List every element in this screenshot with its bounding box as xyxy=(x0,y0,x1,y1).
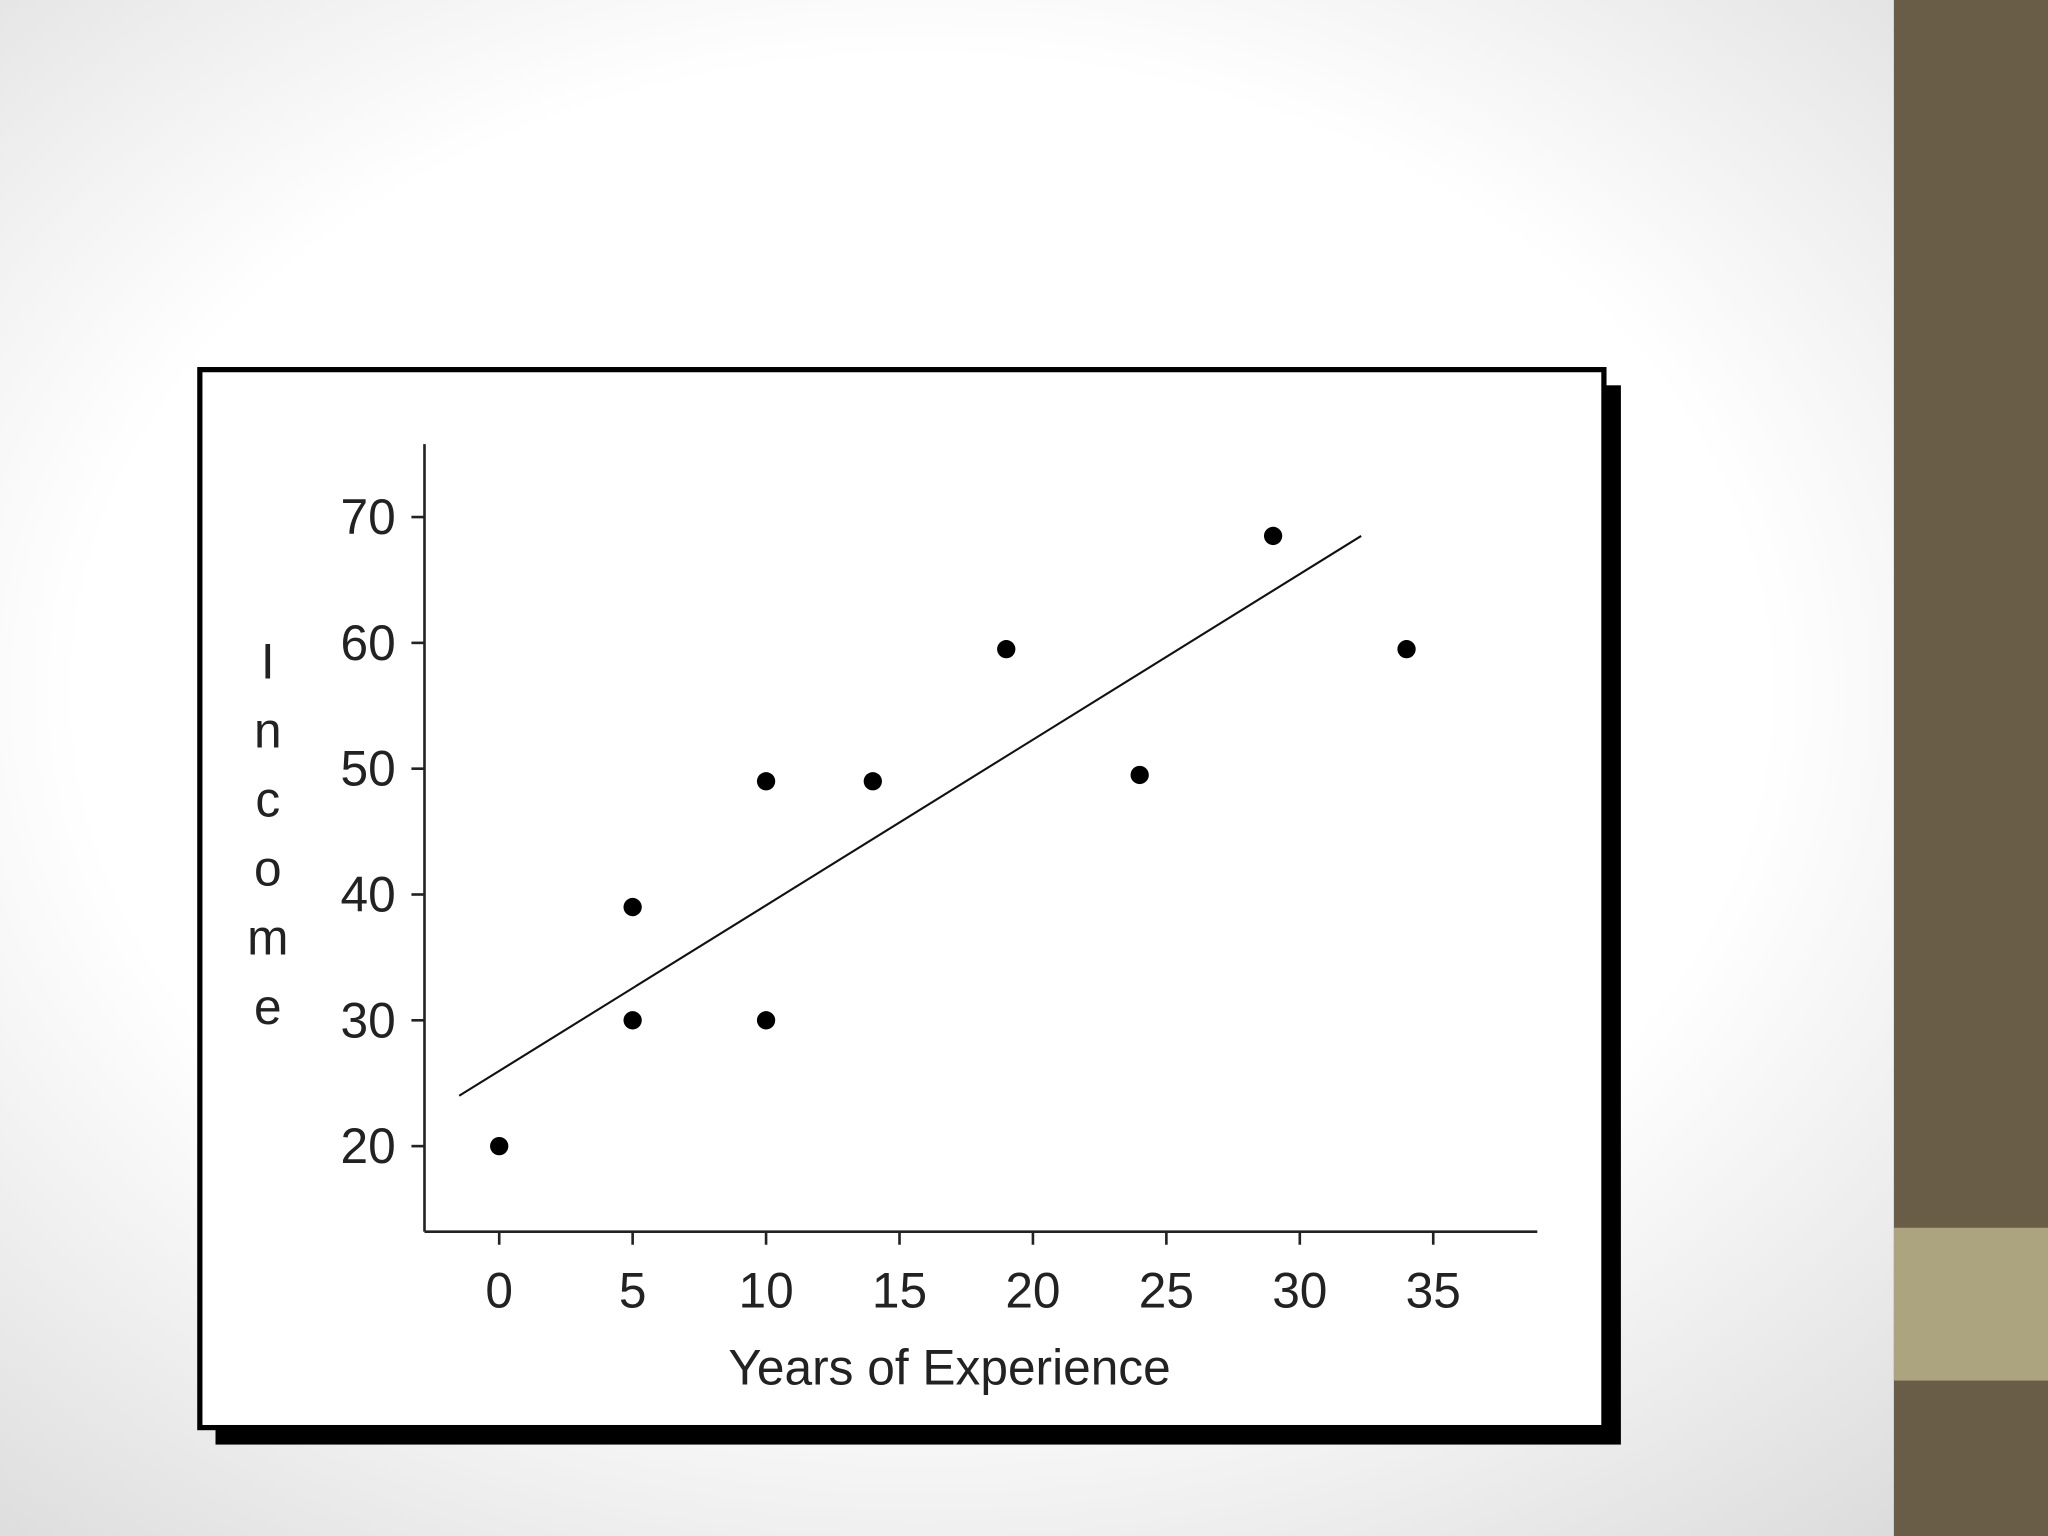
chart-frame xyxy=(197,367,1607,1431)
x-tick-label: 15 xyxy=(872,1262,927,1318)
data-point xyxy=(997,640,1016,659)
chart: Years of Experience Income 20 30 40 50 60 70 0… xyxy=(240,444,1538,1395)
y-tick-label: 60 xyxy=(341,615,396,671)
data-point xyxy=(1130,765,1149,785)
data-point xyxy=(863,772,882,791)
y-tick-label: 30 xyxy=(341,992,396,1048)
x-tick-label: 35 xyxy=(1406,1262,1461,1318)
x-axis-label: Years of Experience xyxy=(728,1339,1170,1395)
y-tick-label: 50 xyxy=(341,741,396,797)
data-point xyxy=(623,1011,642,1030)
data-point xyxy=(1263,526,1283,546)
y-tick-label: 40 xyxy=(341,866,396,922)
trend-line xyxy=(458,535,1362,1097)
data-point xyxy=(490,1136,509,1156)
y-tick-label: 20 xyxy=(341,1118,396,1174)
data-point xyxy=(623,897,642,917)
data-point xyxy=(756,772,776,791)
x-tick-label: 0 xyxy=(485,1262,513,1318)
x-tick-label: 25 xyxy=(1139,1262,1194,1318)
side-bar-accent xyxy=(1893,1227,2048,1381)
data-point xyxy=(756,1011,776,1030)
x-tick-label: 20 xyxy=(1005,1262,1060,1318)
x-tick-label: 10 xyxy=(738,1262,793,1318)
x-tick-label: 5 xyxy=(619,1262,647,1318)
x-tick-label: 30 xyxy=(1272,1262,1327,1318)
data-point xyxy=(1397,640,1416,659)
y-axis-label: Income xyxy=(240,633,296,1047)
y-tick-label: 70 xyxy=(341,489,396,545)
